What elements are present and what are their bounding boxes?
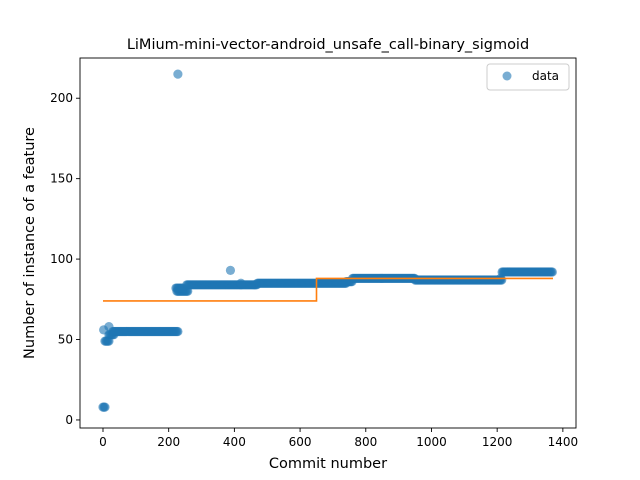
x-tick-label: 600 — [289, 435, 312, 449]
x-tick-label: 1000 — [416, 435, 447, 449]
y-tick-label: 200 — [50, 91, 73, 105]
plot-area — [98, 69, 557, 412]
data-point — [104, 322, 114, 332]
y-axis-label: Number of instance of a feature — [22, 127, 38, 359]
legend: data — [486, 63, 570, 91]
x-tick-label: 800 — [354, 435, 377, 449]
data-point — [547, 267, 557, 277]
data-point — [173, 326, 183, 337]
legend-box — [486, 63, 570, 91]
y-tick-label: 100 — [50, 252, 73, 266]
x-tick-label: 200 — [157, 435, 180, 449]
x-tick-label: 1200 — [482, 435, 513, 449]
x-tick-label: 400 — [223, 435, 246, 449]
x-tick-label: 1400 — [548, 435, 579, 449]
chart-title: LiMium-mini-vector-android_unsafe_call-b… — [127, 37, 529, 53]
data-point — [173, 69, 183, 79]
data-point — [236, 278, 246, 288]
x-axis-label: Commit number — [269, 456, 387, 472]
fit-line — [102, 277, 554, 302]
y-axis: 0 50 100 150 200 — [50, 91, 80, 427]
y-tick-label: 0 — [65, 413, 73, 427]
y-tick-label: 150 — [50, 172, 73, 186]
data-point — [225, 265, 236, 275]
data-point — [100, 402, 110, 412]
y-tick-label: 50 — [58, 333, 73, 347]
x-axis: 0 200 400 600 800 1000 1200 1400 — [99, 428, 578, 449]
legend-marker — [502, 71, 512, 81]
axes-frame — [79, 57, 577, 429]
x-tick-label: 0 — [99, 435, 107, 449]
legend-entry-data: data — [532, 69, 559, 83]
